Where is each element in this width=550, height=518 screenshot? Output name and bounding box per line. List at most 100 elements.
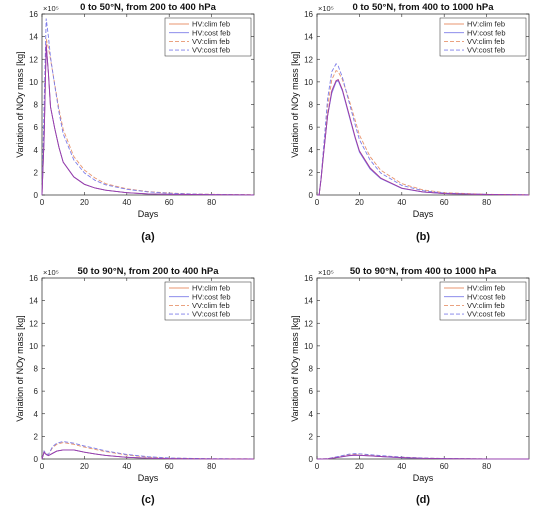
legend-entry-label: HV:cost feb xyxy=(467,292,506,301)
legend-entry-label: HV:cost feb xyxy=(192,292,231,301)
series-line xyxy=(317,63,530,196)
x-tick-label: 0 xyxy=(315,198,320,207)
x-tick-label: 80 xyxy=(207,462,216,471)
series-line xyxy=(41,38,255,196)
panel-caption: (c) xyxy=(141,494,155,506)
x-tick-label: 40 xyxy=(122,462,131,471)
series-overlap-line xyxy=(41,44,255,196)
y-tick-label: 12 xyxy=(304,55,313,64)
y-axis-label: Variation of NOy mass [kg] xyxy=(290,51,300,157)
x-tick-label: 80 xyxy=(482,462,491,471)
y-tick-label: 14 xyxy=(29,33,38,42)
y-tick-label: 2 xyxy=(34,168,39,177)
x-tick-label: 40 xyxy=(397,198,406,207)
y-tick-label: 16 xyxy=(304,10,313,19)
y-tick-label: 0 xyxy=(34,191,39,200)
x-tick-label: 60 xyxy=(440,462,449,471)
y-tick-label: 6 xyxy=(34,123,39,132)
y-axis-label: Variation of NOy mass [kg] xyxy=(290,315,300,421)
y-tick-label: 2 xyxy=(309,168,314,177)
y-tick-label: 12 xyxy=(29,55,38,64)
series-line xyxy=(41,18,255,196)
x-axis-label: Days xyxy=(138,473,159,483)
y-tick-label: 6 xyxy=(309,123,314,132)
y-tick-label: 10 xyxy=(29,78,38,87)
y-axis-label: Variation of NOy mass [kg] xyxy=(15,315,25,421)
y-tick-label: 8 xyxy=(34,365,39,374)
x-tick-label: 40 xyxy=(397,462,406,471)
y-tick-label: 8 xyxy=(34,101,39,110)
y-axis-label: Variation of NOy mass [kg] xyxy=(15,51,25,157)
y-tick-label: 4 xyxy=(309,410,314,419)
x-tick-label: 0 xyxy=(40,462,45,471)
chart-panel: 0 to 50°N, from 200 to 400 hPa ×10⁵ 0 2 4 6 8 1… xyxy=(15,2,255,243)
x-tick-label: 20 xyxy=(355,462,364,471)
y-tick-label: 0 xyxy=(309,455,314,464)
x-tick-label: 80 xyxy=(482,198,491,207)
chart-panel: 50 to 90°N, from 400 to 1000 hPa ×10⁵ 0 2 4 6… xyxy=(290,266,530,506)
y-tick-label: 14 xyxy=(304,33,313,42)
y-exponent-label: ×10⁵ xyxy=(43,4,59,13)
chart-title: 50 to 90°N, from 400 to 1000 hPa xyxy=(350,266,497,277)
x-tick-label: 20 xyxy=(80,198,89,207)
y-tick-label: 10 xyxy=(304,78,313,87)
y-tick-label: 6 xyxy=(34,387,39,396)
x-tick-label: 60 xyxy=(165,462,174,471)
legend-entry-label: VV:cost feb xyxy=(192,310,230,319)
legend-entry-label: HV:cost feb xyxy=(192,28,231,37)
x-tick-label: 0 xyxy=(315,462,320,471)
x-tick-label: 20 xyxy=(80,462,89,471)
y-tick-label: 16 xyxy=(29,10,38,19)
panel-caption: (b) xyxy=(416,231,430,243)
legend-entry-label: VV:clim feb xyxy=(192,37,230,46)
y-tick-label: 16 xyxy=(304,274,313,283)
y-tick-label: 14 xyxy=(29,297,38,306)
y-tick-label: 0 xyxy=(309,191,314,200)
legend-entry-label: VV:clim feb xyxy=(467,301,505,310)
legend-entry-label: VV:cost feb xyxy=(467,46,505,55)
x-axis-label: Days xyxy=(138,209,159,219)
legend-entry-label: VV:cost feb xyxy=(467,310,505,319)
y-tick-label: 10 xyxy=(304,342,313,351)
x-tick-label: 60 xyxy=(440,198,449,207)
legend-entry-label: VV:cost feb xyxy=(192,46,230,55)
chart-title: 50 to 90°N, from 200 to 400 hPa xyxy=(77,266,219,277)
legend-entry-label: VV:clim feb xyxy=(467,37,505,46)
legend-entry-label: HV:clim feb xyxy=(467,284,505,293)
y-tick-label: 2 xyxy=(34,432,39,441)
y-tick-label: 14 xyxy=(304,297,313,306)
chart-title: 0 to 50°N, from 200 to 400 hPa xyxy=(80,2,217,13)
series-line xyxy=(41,441,255,460)
x-tick-label: 0 xyxy=(40,198,45,207)
legend-entry-label: HV:cost feb xyxy=(467,28,506,37)
y-exponent-label: ×10⁵ xyxy=(43,268,59,277)
x-tick-label: 40 xyxy=(122,198,131,207)
series-overlap-line xyxy=(317,78,530,196)
chart-title: 0 to 50°N, from 400 to 1000 hPa xyxy=(352,2,494,13)
x-axis-label: Days xyxy=(413,473,434,483)
y-tick-label: 6 xyxy=(309,387,314,396)
y-tick-label: 12 xyxy=(29,319,38,328)
legend-entry-label: HV:clim feb xyxy=(192,20,230,29)
y-exponent-label: ×10⁵ xyxy=(318,4,334,13)
y-exponent-label: ×10⁵ xyxy=(318,268,334,277)
chart-panel: 50 to 90°N, from 200 to 400 hPa ×10⁵ 0 2 4 6 8… xyxy=(15,266,255,506)
chart-panel: 0 to 50°N, from 400 to 1000 hPa ×10⁵ 0 2 4 6 8… xyxy=(290,2,530,243)
y-tick-label: 8 xyxy=(309,365,314,374)
y-tick-label: 4 xyxy=(309,146,314,155)
legend-box xyxy=(164,281,252,321)
y-tick-label: 10 xyxy=(29,342,38,351)
x-tick-label: 80 xyxy=(207,198,216,207)
x-tick-label: 60 xyxy=(165,198,174,207)
series-overlap-line xyxy=(316,454,530,460)
legend-entry-label: HV:clim feb xyxy=(192,284,230,293)
series-overlap-line xyxy=(41,449,255,460)
x-axis-label: Days xyxy=(413,209,434,219)
y-tick-label: 16 xyxy=(29,274,38,283)
y-tick-label: 0 xyxy=(34,455,39,464)
panel-caption: (a) xyxy=(141,231,155,243)
y-tick-label: 4 xyxy=(34,146,39,155)
y-tick-label: 4 xyxy=(34,410,39,419)
